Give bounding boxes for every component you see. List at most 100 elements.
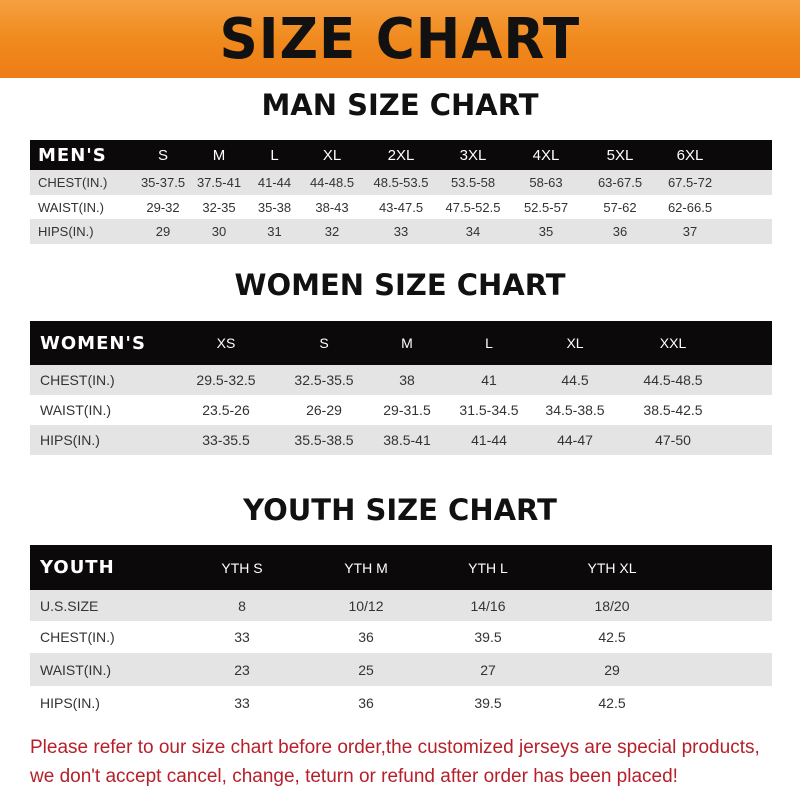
cell: 2XL: [387, 146, 415, 164]
cell: 31: [267, 224, 282, 239]
cell: 29: [604, 661, 620, 678]
row-label: HIPS(IN.): [40, 432, 100, 448]
table-row: CHEST(IN.) 29.5-32.5 32.5-35.5 38 41 44.5 44.5…: [30, 365, 772, 395]
header-row: MEN'S S M L XL 2XL 3XL 4XL 5XL 6XL: [30, 140, 772, 170]
cell: 34.5-38.5: [545, 402, 605, 418]
cell: 52.5-57: [523, 199, 569, 215]
page-title: SIZE CHART: [219, 6, 581, 72]
table-row: U.S.SIZE 8 10/12 14/16 18/20: [30, 590, 772, 621]
table-row: WAIST(IN.) 29-32 32-35 35-38 38-43 43-47.5 47.…: [30, 195, 772, 219]
cell: 57-62: [603, 199, 637, 215]
row-label: MEN'S: [38, 144, 107, 166]
cell: 37: [682, 224, 698, 239]
cell: L: [485, 335, 493, 351]
cell: XL: [322, 146, 342, 164]
cell: 44.5: [561, 372, 589, 388]
row-label: WAIST(IN.): [40, 661, 112, 678]
cell: 23: [234, 661, 250, 678]
cell: YTH L: [468, 559, 508, 576]
table-row: HIPS(IN.) 33-35.5 35.5-38.5 38.5-41 41-44 44-…: [30, 425, 772, 455]
cell: 38-43: [315, 199, 349, 215]
women-section-title: WOMEN SIZE CHART: [234, 268, 566, 302]
cell: 32-35: [202, 199, 236, 215]
row-label: CHEST(IN.): [40, 372, 115, 388]
cell: 35-38: [257, 199, 292, 215]
cell: L: [270, 146, 279, 164]
table-row: HIPS(IN.) 33 36 39.5 42.5: [30, 686, 772, 719]
cell: 23.5-26: [202, 402, 250, 418]
cell: 29.5-32.5: [196, 372, 256, 388]
cell: 29-31.5: [383, 402, 431, 418]
cell: 42.5: [598, 629, 626, 645]
cell: S: [319, 335, 329, 351]
cell: 33-35.5: [202, 432, 250, 448]
cell: 30: [211, 224, 227, 239]
row-label: WAIST(IN.): [38, 199, 104, 215]
cell: 47.5-52.5: [445, 199, 501, 215]
cell: 35.5-38.5: [294, 432, 354, 448]
cell: 38.5-41: [383, 432, 431, 448]
row-label: CHEST(IN.): [38, 175, 108, 190]
table-row: CHEST(IN.) 35-37.5 37.5-41 41-44 44-48.5 48.5…: [30, 170, 772, 195]
cell: 6XL: [676, 146, 704, 164]
order-notice: Please refer to our size chart before or…: [30, 733, 790, 791]
title-banner: SIZE CHART: [0, 0, 800, 78]
cell: 33: [234, 629, 250, 645]
cell: 32.5-35.5: [294, 372, 354, 388]
women-size-table: WOMEN'S XS S M L XL XXL CHEST(IN.) 29.5-32.5 32.5…: [30, 321, 772, 455]
cell: 29-32: [146, 199, 180, 215]
table-row: WAIST(IN.) 23 25 27 29: [30, 653, 772, 686]
cell: 32: [324, 224, 340, 239]
cell: YTH S: [221, 559, 263, 576]
cell: 34: [465, 224, 481, 239]
cell: M: [212, 146, 226, 164]
table-row: WAIST(IN.) 23.5-26 26-29 29-31.5 31.5-34.5 34…: [30, 395, 772, 425]
cell: 31.5-34.5: [459, 402, 519, 418]
row-label: WAIST(IN.): [40, 402, 112, 418]
notice-line: we don't accept cancel, change, teturn o…: [30, 766, 678, 787]
cell: 58-63: [529, 175, 563, 190]
youth-size-table: YOUTH YTH S YTH M YTH L YTH XL U.S.SIZE 8 10/12…: [30, 545, 772, 719]
cell: 48.5-53.5: [373, 175, 429, 190]
cell: 63-67.5: [597, 175, 643, 190]
cell: 10/12: [348, 597, 384, 614]
cell: 35: [538, 224, 554, 239]
cell: XXL: [659, 335, 687, 351]
cell: 4XL: [532, 146, 560, 164]
cell: 33: [234, 694, 250, 711]
cell: XL: [566, 335, 584, 351]
cell: 14/16: [470, 597, 506, 614]
men-size-table: MEN'S S M L XL 2XL 3XL 4XL 5XL 6XL CHEST(IN.) 35-37…: [30, 140, 772, 244]
cell: 37.5-41: [196, 175, 242, 190]
cell: 41-44: [471, 432, 507, 448]
cell: 26-29: [306, 402, 342, 418]
cell: 43-47.5: [378, 199, 424, 215]
cell: YTH M: [344, 559, 388, 576]
cell: 27: [480, 661, 496, 678]
cell: 39.5: [474, 694, 502, 711]
row-label: YOUTH: [40, 557, 115, 578]
cell: 18/20: [594, 597, 630, 614]
cell: S: [157, 146, 168, 164]
cell: 25: [358, 661, 374, 678]
cell: 36: [612, 224, 628, 239]
row-label: CHEST(IN.): [40, 629, 115, 645]
cell: 41-44: [257, 175, 292, 190]
cell: YTH XL: [587, 559, 637, 576]
cell: 33: [393, 224, 409, 239]
cell: 53.5-58: [450, 175, 496, 190]
cell: 47-50: [655, 432, 691, 448]
cell: XS: [216, 335, 236, 351]
cell: M: [401, 335, 413, 351]
cell: 62-66.5: [667, 199, 713, 215]
table-row: HIPS(IN.) 29 30 31 32 33 34 35 36 37: [30, 219, 772, 244]
cell: 5XL: [606, 146, 634, 164]
row-label: U.S.SIZE: [40, 597, 99, 614]
cell: 44-48.5: [309, 175, 355, 190]
cell: 41: [481, 372, 497, 388]
cell: 36: [358, 629, 374, 645]
table-row: CHEST(IN.) 33 36 39.5 42.5: [30, 621, 772, 653]
cell: 29: [155, 224, 171, 239]
cell: 44.5-48.5: [643, 372, 703, 388]
men-section-title: MAN SIZE CHART: [261, 88, 539, 122]
